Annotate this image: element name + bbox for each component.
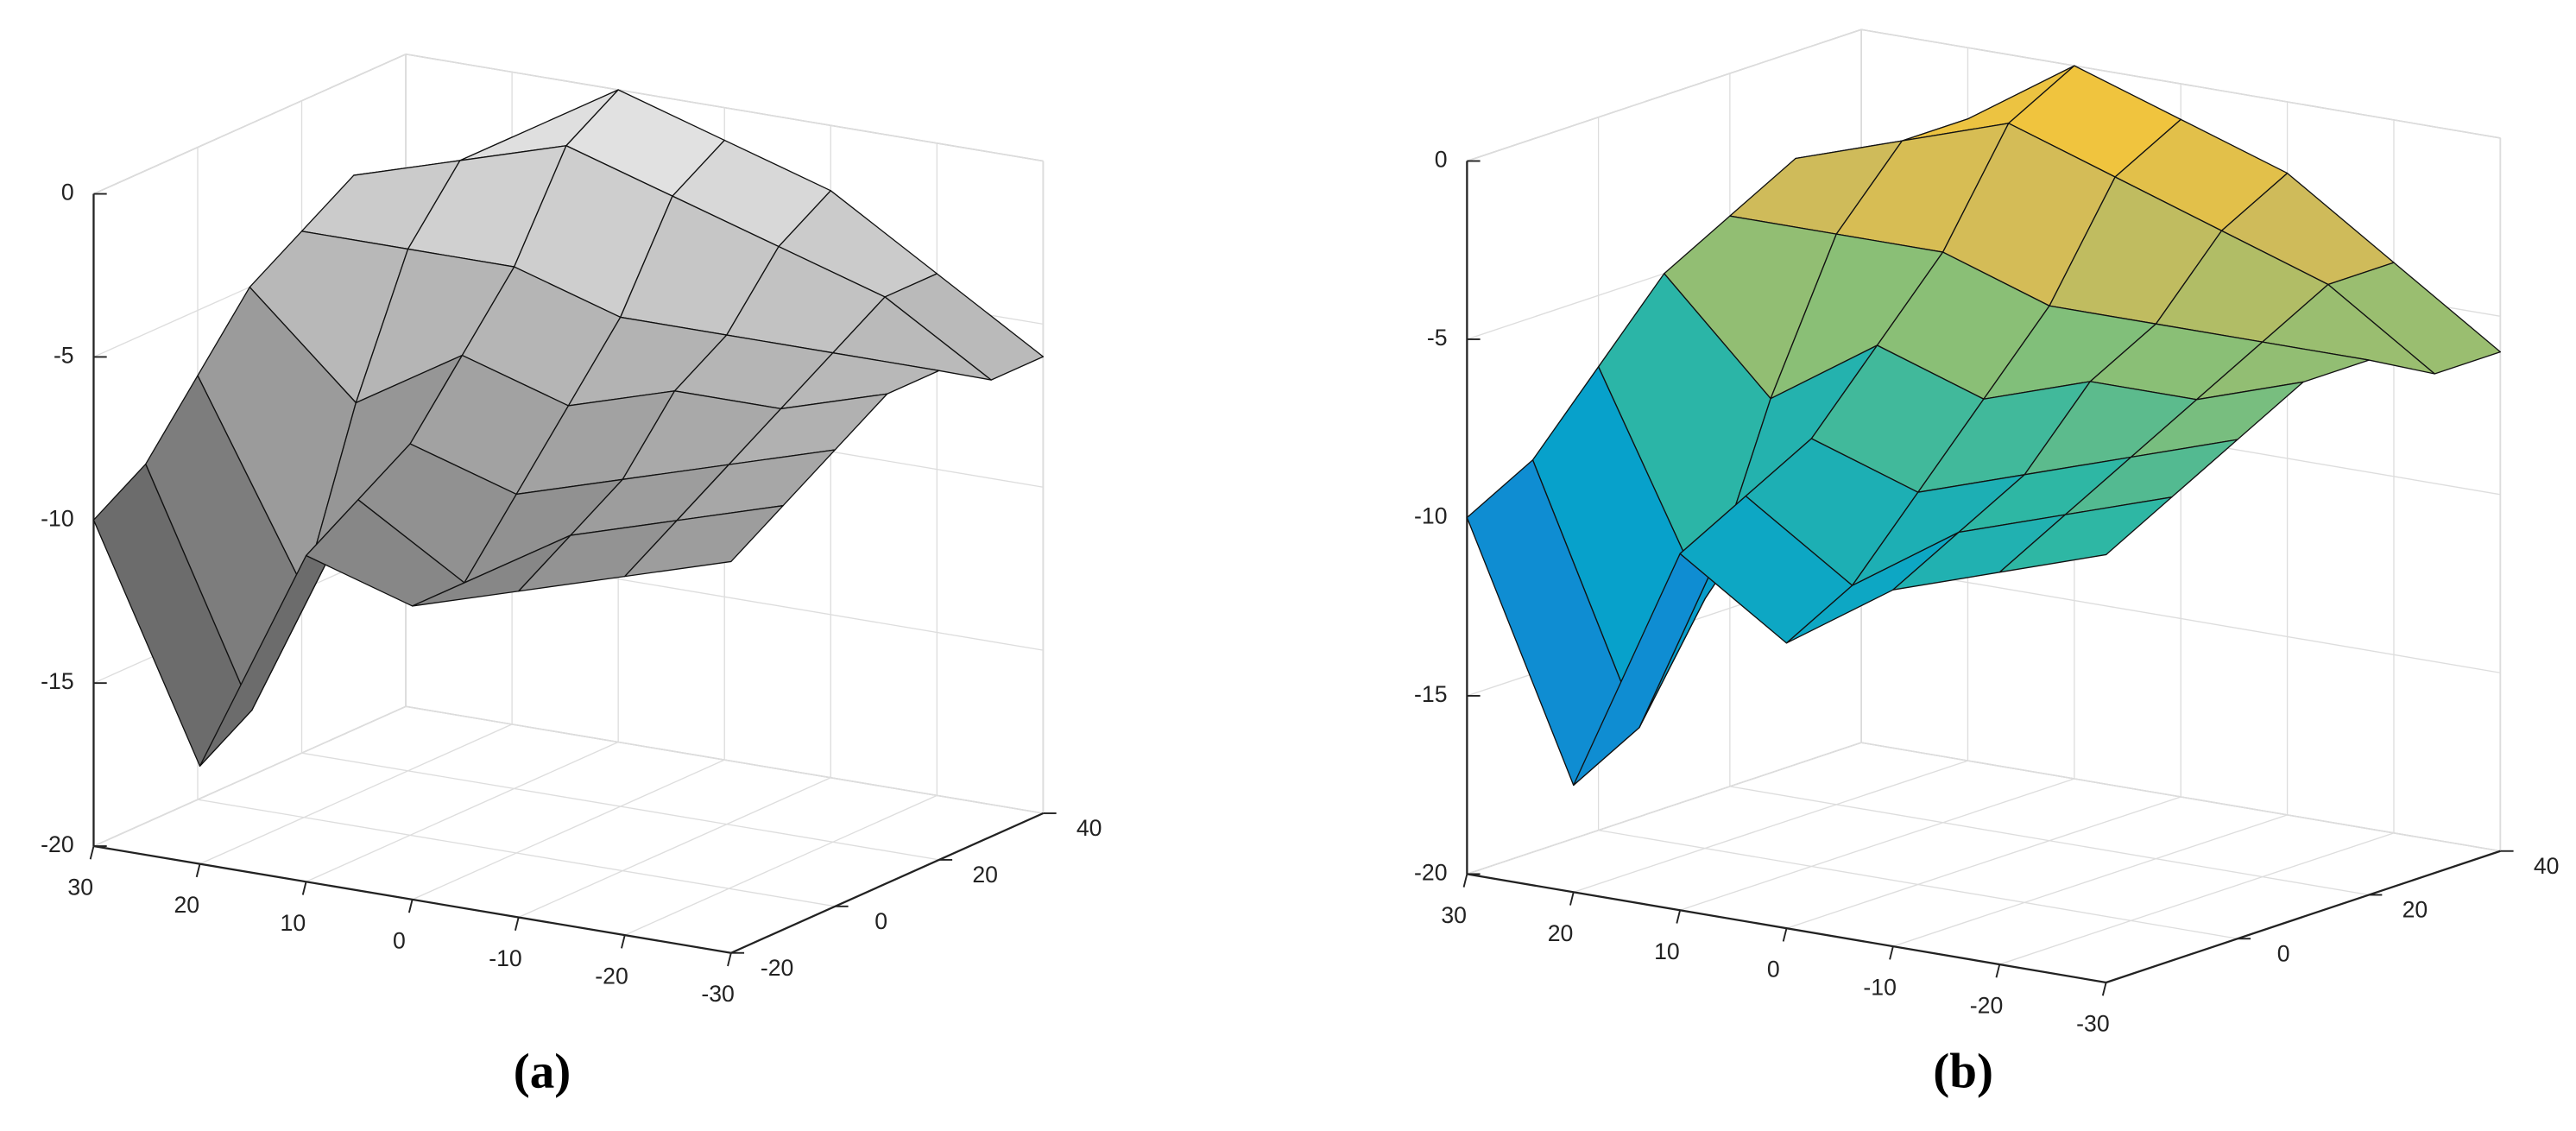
grid-line	[624, 794, 938, 936]
z-tick-label: -5	[54, 342, 74, 368]
surface-cell	[1998, 496, 2173, 573]
x-tick-label: -10	[1863, 975, 1896, 1001]
x-tick-label: -20	[595, 964, 628, 989]
y-tick-label: 20	[2402, 897, 2428, 923]
grid-line	[405, 705, 1044, 814]
surface-chart: 30 20 10 0 -10 -20 -30 -20 0 20 40 0 -5 -10 -15 -20 (a)	[41, 54, 1102, 1099]
x-tick	[1889, 945, 1894, 960]
grid-line	[1729, 786, 2370, 896]
grid-line	[197, 799, 836, 907]
x-tick	[195, 863, 201, 878]
y-axis	[2106, 850, 2501, 984]
x-tick	[514, 917, 520, 931]
grid-line	[301, 752, 939, 861]
x-tick-label: 0	[393, 927, 406, 953]
x-tick	[621, 934, 626, 949]
figure-content: 3020100-10-20-30-20020400-5-10-15-20(a)3…	[41, 28, 2560, 1099]
grid-line	[1679, 778, 2075, 911]
x-tick-label: 30	[1441, 902, 1467, 928]
x-tick	[727, 952, 732, 967]
x-tick	[1676, 910, 1682, 924]
y-tick-label: 0	[2277, 940, 2290, 966]
z-tick-label: -15	[1414, 681, 1447, 707]
grid-line	[1999, 832, 2395, 965]
x-tick-label: -10	[489, 945, 521, 971]
caption: (a)	[514, 1045, 571, 1099]
y-tick-label: 20	[972, 862, 998, 888]
x-tick	[1462, 874, 1468, 888]
grid-line	[1860, 564, 2501, 673]
grid-line	[1860, 28, 2501, 139]
grid-line	[412, 759, 725, 900]
z-tick-label: -15	[41, 668, 73, 694]
x-axis	[93, 844, 732, 954]
z-tick-label: -10	[1414, 502, 1447, 528]
grid-line	[199, 723, 513, 865]
grid-line	[1860, 742, 2501, 852]
z-tick-label: 0	[1435, 147, 1448, 173]
x-tick	[1995, 964, 2001, 978]
grid-line	[93, 705, 407, 847]
grid-line	[405, 54, 1044, 162]
z-tick-label: -5	[1427, 325, 1448, 351]
x-tick	[1569, 892, 1575, 906]
grid-line	[1786, 796, 2181, 929]
x-tick-label: 30	[67, 875, 93, 900]
y-tick-label: 40	[2534, 853, 2560, 879]
y-tick-label: 0	[874, 908, 887, 934]
x-tick-label: 0	[1767, 957, 1780, 983]
grid-line	[306, 741, 619, 882]
surface-cell	[624, 505, 784, 578]
x-tick	[1782, 927, 1788, 942]
x-tick	[89, 845, 95, 860]
x-tick-label: 20	[1548, 920, 1574, 946]
grid-line	[1598, 829, 2238, 939]
z-tick-label: -10	[41, 505, 73, 531]
x-axis	[1467, 873, 2106, 984]
x-tick	[407, 899, 414, 913]
y-tick-label: -20	[761, 955, 793, 981]
z-tick-label: 0	[61, 180, 74, 205]
z-tick-label: -20	[1414, 859, 1447, 885]
y-tick-label: 40	[1076, 815, 1102, 841]
x-tick-label: 10	[281, 910, 306, 936]
grid-line	[518, 777, 831, 919]
grid-line	[1573, 760, 1968, 893]
x-tick-label: 20	[174, 892, 199, 918]
caption: (b)	[1933, 1045, 1993, 1099]
x-tick-label: 10	[1654, 938, 1680, 964]
x-tick	[2101, 982, 2107, 996]
grid-line	[1892, 814, 2288, 947]
grid-line	[1467, 742, 1862, 875]
x-tick-label: -30	[2076, 1011, 2109, 1037]
x-tick	[301, 881, 307, 895]
grid-line	[1467, 28, 1862, 162]
x-tick-label: -30	[701, 981, 734, 1007]
z-tick-label: -20	[41, 831, 73, 857]
surface-chart: 30 20 10 0 -10 -20 -30 0 20 40 0 -5 -10 -15 -20 (b)	[1414, 28, 2560, 1099]
x-tick-label: -20	[1970, 993, 2003, 1019]
y-axis	[730, 812, 1044, 954]
grid-line	[93, 54, 407, 195]
